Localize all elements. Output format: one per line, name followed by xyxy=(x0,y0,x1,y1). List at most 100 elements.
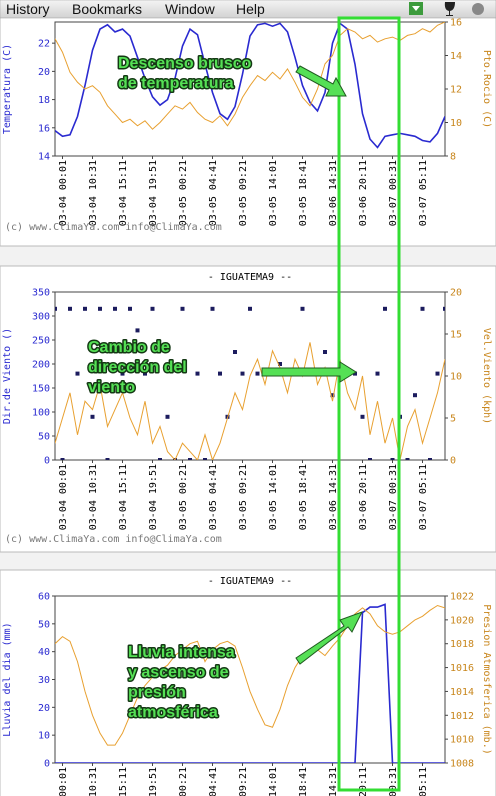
x-tick-label: 03-06 14:31 xyxy=(328,464,339,530)
x-tick-label: 03-07 05:11 xyxy=(418,464,429,530)
scatter-point xyxy=(203,458,207,460)
y2-tick-label: 10 xyxy=(450,118,462,129)
x-tick-label: 03-04 00:01 xyxy=(58,464,69,530)
x-tick-label: 09:21 xyxy=(238,767,249,796)
annotation: Descenso brusco xyxy=(118,55,252,72)
status-icon[interactable] xyxy=(472,3,484,15)
y2-tick-label: 1012 xyxy=(450,711,474,722)
y-tick-label: 10 xyxy=(38,731,50,742)
scatter-point xyxy=(330,393,335,398)
x-tick-label: 10:31 xyxy=(88,767,99,796)
annotation: de temperatura xyxy=(118,75,234,92)
x-tick-label: 04:41 xyxy=(208,767,219,796)
x-tick-label: 03-05 04:41 xyxy=(208,464,219,530)
footer: (c) www.ClimaYa.com info@ClimaYa.com xyxy=(5,534,222,545)
y2-tick-label: 8 xyxy=(450,152,456,163)
plot-area xyxy=(54,21,446,157)
x-tick-label: 03-07 00:31 xyxy=(388,464,399,530)
scatter-point xyxy=(420,306,425,311)
y-tick-label: 20 xyxy=(38,703,50,714)
x-tick-label: 03-05 18:41 xyxy=(298,464,309,530)
y2-tick-label: 14 xyxy=(450,51,462,62)
y-tick-label: 0 xyxy=(44,456,50,467)
x-tick-label: 03-04 10:31 xyxy=(88,160,99,226)
y-axis-label: Dir.de Viento () xyxy=(2,328,13,424)
scatter-point xyxy=(210,306,215,311)
highlight-box xyxy=(337,16,401,792)
menu-item[interactable]: History xyxy=(6,1,50,17)
y-tick-label: 350 xyxy=(32,288,50,299)
y-tick-label: 50 xyxy=(38,619,50,630)
annotation: presión xyxy=(128,684,186,701)
series-line xyxy=(55,342,445,460)
annotation: dirección del xyxy=(88,359,187,376)
y-tick-label: 50 xyxy=(38,432,50,443)
scatter-point xyxy=(413,393,417,398)
scatter-point xyxy=(368,458,372,460)
footer: (c) www.ClimaYa.com info@ClimaYa.com xyxy=(5,222,222,233)
scatter-point xyxy=(278,362,282,366)
download-icon[interactable] xyxy=(409,2,423,15)
y-tick-label: 150 xyxy=(32,384,50,395)
scatter-point xyxy=(75,371,80,376)
x-tick-label: 00:31 xyxy=(388,767,399,796)
scatter-point xyxy=(98,306,102,311)
annotation: Lluvia intensa xyxy=(128,644,235,661)
y-axis-label: Lluvia del dia (mm) xyxy=(2,622,13,736)
chart-title: - IGUATEMA9 -- xyxy=(208,576,292,587)
annotation: y ascenso de xyxy=(128,664,229,681)
x-tick-label: 03-04 10:31 xyxy=(88,464,99,530)
x-tick-label: 03-05 14:01 xyxy=(268,160,279,226)
y2-tick-label: 16 xyxy=(450,18,462,29)
scatter-point xyxy=(375,371,380,376)
scatter-point xyxy=(218,371,222,376)
x-tick-label: 03-04 19:51 xyxy=(148,160,159,226)
y2-tick-label: 1018 xyxy=(450,639,474,650)
y2-tick-label: 10 xyxy=(450,372,462,383)
scatter-point xyxy=(405,458,410,460)
x-tick-label: 14:01 xyxy=(268,767,279,796)
arrow xyxy=(295,65,347,97)
x-tick-label: 03-04 00:01 xyxy=(58,160,69,226)
y2-axis-label: Presion Atmosferica (mb.) xyxy=(481,604,492,755)
x-tick-label: 15:11 xyxy=(118,767,129,796)
menu-item[interactable]: Window xyxy=(165,1,216,17)
arrows xyxy=(261,65,364,665)
x-tick-label: 03-05 09:21 xyxy=(238,464,249,530)
y2-tick-label: 1016 xyxy=(450,663,474,674)
scatter-point xyxy=(113,306,117,311)
y2-tick-label: 15 xyxy=(450,330,462,341)
y-tick-label: 20 xyxy=(38,67,50,78)
y2-tick-label: 1020 xyxy=(450,615,474,626)
scatter-point xyxy=(195,371,200,376)
x-tick-label: 00:21 xyxy=(178,767,189,796)
glass-icon[interactable] xyxy=(444,2,455,16)
scatter-point xyxy=(120,371,125,376)
y-tick-label: 30 xyxy=(38,675,50,686)
x-tick-label: 03-05 14:01 xyxy=(268,464,279,530)
chart: 14 16 18 20 22 8 10 12 14 16 03-04 00:01 03-04 10:3… xyxy=(2,18,492,234)
annotation: Cambio de xyxy=(88,339,170,356)
chart: - IGUATEMA9 --01020304050601008101010121… xyxy=(2,576,492,796)
scatter-point xyxy=(248,306,252,311)
x-tick-label: 03-07 00:31 xyxy=(388,160,399,226)
y-tick-label: 200 xyxy=(32,360,50,371)
y-tick-label: 60 xyxy=(38,592,50,603)
x-tick-label: 03-05 00:21 xyxy=(178,160,189,226)
y2-axis-label: Pto.Rocio (C) xyxy=(481,50,492,128)
scatter-point xyxy=(55,306,57,311)
x-tick-label: 03-07 05:11 xyxy=(418,160,429,226)
x-tick-label: 14:31 xyxy=(328,767,339,796)
x-tick-label: 03-04 19:51 xyxy=(148,464,159,530)
scatter-point xyxy=(60,458,65,460)
menu-item[interactable]: Bookmarks xyxy=(72,1,142,17)
y-tick-label: 300 xyxy=(32,312,50,323)
x-tick-label: 03-05 04:41 xyxy=(208,160,219,226)
scatter-point xyxy=(383,306,387,311)
menu-item[interactable]: Help xyxy=(236,1,265,17)
y2-tick-label: 1010 xyxy=(450,735,474,746)
annotation: atmosférica xyxy=(128,704,218,721)
menu-bar xyxy=(0,0,496,19)
